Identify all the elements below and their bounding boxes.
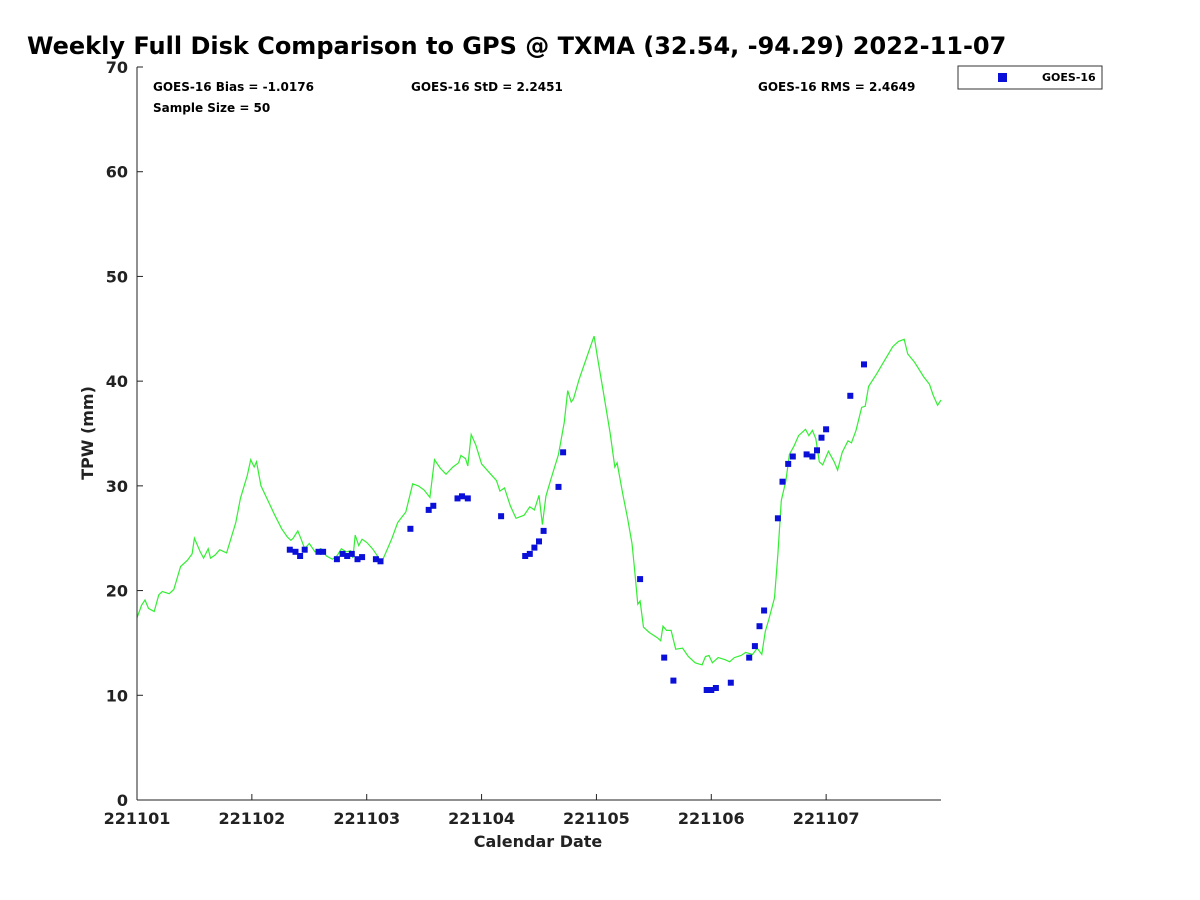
x-tick-label: 221103 <box>333 809 400 828</box>
goes16-data-point <box>344 553 351 559</box>
goes16-data-point <box>761 607 768 614</box>
y-tick-label: 50 <box>106 267 128 286</box>
goes16-data-point <box>779 478 786 485</box>
y-tick-label: 60 <box>106 163 128 182</box>
goes16-data-point <box>498 513 505 520</box>
goes16-data-point <box>708 687 715 693</box>
goes16-data-point <box>297 553 304 559</box>
goes16-data-point <box>531 544 538 551</box>
goes16-data-point <box>377 558 384 565</box>
gps-series-line <box>136 335 942 666</box>
goes16-data-point <box>526 550 533 557</box>
goes16-data-point <box>746 654 753 661</box>
goes16-data-point <box>315 548 322 555</box>
goes16-data-point <box>818 434 825 441</box>
legend: GOES-16 <box>957 65 1103 90</box>
goes16-data-point <box>464 495 471 502</box>
goes16-data-point <box>425 506 432 513</box>
goes16-data-point <box>670 677 677 684</box>
x-tick-label: 221105 <box>563 809 630 828</box>
x-axis-label: Calendar Date <box>474 832 603 851</box>
goes16-data-point <box>789 453 796 460</box>
goes16-data-point <box>774 515 781 522</box>
x-tick-label: 221102 <box>218 809 285 828</box>
y-tick-label: 30 <box>106 477 128 496</box>
goes16-data-point <box>320 548 327 555</box>
legend-marker-goes16 <box>998 73 1007 82</box>
goes16-data-point <box>637 576 644 583</box>
goes16-data-point <box>712 685 719 691</box>
stat-sample-size: Sample Size = 50 <box>153 101 270 115</box>
goes16-data-point <box>847 392 854 399</box>
goes16-data-point <box>354 556 361 563</box>
goes16-data-point <box>823 426 830 433</box>
goes16-data-point <box>727 679 734 686</box>
y-tick-label: 40 <box>106 372 128 391</box>
goes16-data-point <box>292 548 299 555</box>
stat-std: GOES-16 StD = 2.2451 <box>411 80 563 94</box>
goes16-data-point <box>359 554 366 561</box>
goes16-data-point <box>540 527 547 534</box>
x-tick-label: 221106 <box>678 809 745 828</box>
goes16-data-point <box>286 546 293 553</box>
y-tick-label: 10 <box>106 686 128 705</box>
x-ticks: 221101 221102 221103 221104 221105 221106 2211… <box>104 794 860 828</box>
goes16-data-point <box>522 553 529 559</box>
y-tick-label: 70 <box>106 58 128 77</box>
goes16-data-point <box>751 643 758 650</box>
goes16-data-point <box>454 495 461 502</box>
goes16-data-point <box>661 654 668 661</box>
goes16-data-point <box>348 550 355 557</box>
goes16-data-point <box>339 550 346 557</box>
goes16-data-point <box>333 556 340 563</box>
goes16-data-point <box>803 451 810 458</box>
goes-points-layer <box>286 361 867 693</box>
axes: 221101 221102 221103 221104 221105 221106 2211… <box>104 58 941 828</box>
y-ticks: 0 10 20 30 40 50 60 70 <box>106 58 143 810</box>
goes16-data-point <box>459 493 465 500</box>
legend-box <box>957 65 1103 90</box>
goes16-data-point <box>301 546 308 553</box>
goes16-data-point <box>809 453 816 460</box>
goes16-data-point <box>536 538 542 545</box>
x-tick-label: 221104 <box>448 809 515 828</box>
chart-title: Weekly Full Disk Comparison to GPS @ TXM… <box>27 32 1006 60</box>
y-axis-label: TPW (mm) <box>78 386 97 480</box>
goes16-data-point <box>560 449 567 456</box>
goes16-data-point <box>372 556 379 563</box>
goes16-data-point <box>785 460 792 467</box>
goes16-data-point <box>407 525 414 532</box>
x-tick-label: 221107 <box>793 809 860 828</box>
gps-line-layer <box>136 335 942 666</box>
stat-bias: GOES-16 Bias = -1.0176 <box>153 80 314 94</box>
goes16-data-point <box>756 623 763 630</box>
goes16-data-point <box>430 502 437 509</box>
goes16-data-point <box>703 687 710 693</box>
x-tick-label: 221101 <box>104 809 171 828</box>
stat-rms: GOES-16 RMS = 2.4649 <box>758 80 915 94</box>
y-tick-label: 20 <box>106 582 128 601</box>
plot-area <box>136 335 942 693</box>
goes16-data-point <box>861 361 867 368</box>
legend-label-goes16: GOES-16 <box>1042 71 1096 84</box>
goes16-data-point <box>814 447 820 454</box>
goes16-data-point <box>555 483 562 490</box>
y-tick-label: 0 <box>117 791 128 810</box>
